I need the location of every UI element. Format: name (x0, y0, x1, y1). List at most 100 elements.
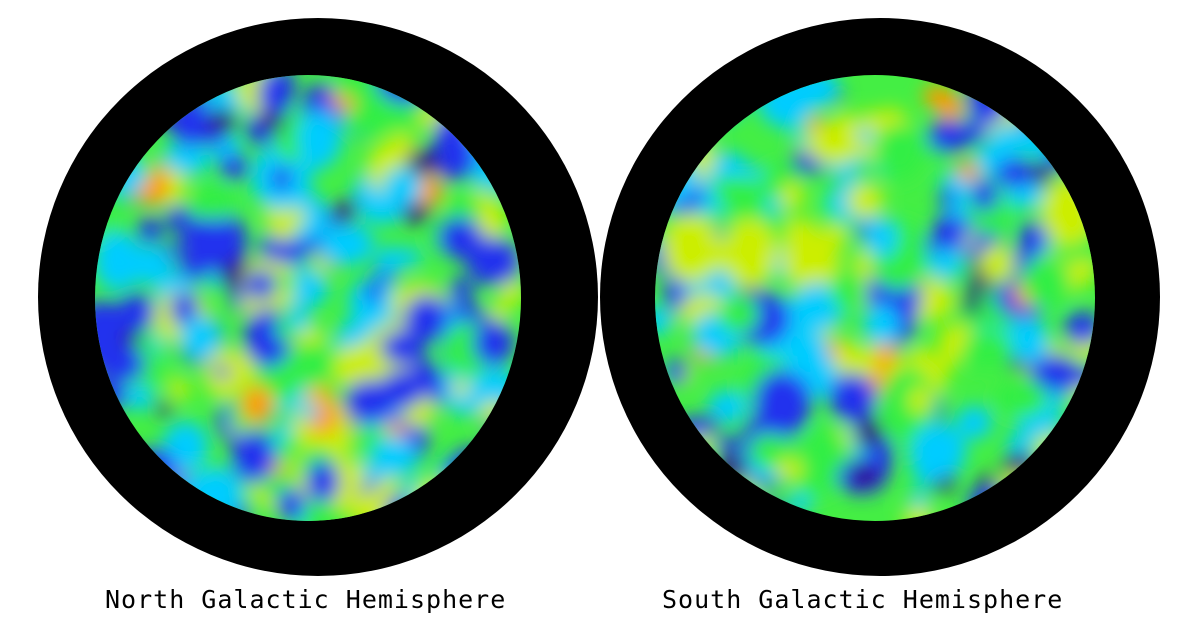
sky-fluctuation-blob (655, 134, 669, 163)
sky-fluctuation-blob (727, 75, 772, 94)
sky-fluctuation-blob (490, 457, 521, 505)
sky-fluctuation-blob (784, 342, 813, 378)
sky-fluctuation-blob (821, 224, 848, 249)
sky-fluctuation-blob (169, 377, 189, 401)
sky-fluctuation-blob (979, 244, 1015, 282)
sky-fluctuation-blob (336, 96, 356, 112)
sky-fluctuation-blob (909, 345, 933, 372)
sky-fluctuation-blob (206, 501, 223, 521)
sky-fluctuation-blob (802, 424, 847, 480)
sky-fluctuation-blob (95, 110, 126, 162)
sky-fluctuation-blob (95, 231, 142, 292)
sky-fluctuation-blob (110, 115, 130, 131)
sky-fluctuation-blob (389, 95, 421, 131)
sky-fluctuation-blob (1072, 383, 1094, 407)
sky-fluctuation-blob (305, 460, 340, 503)
sky-fluctuation-blob (371, 436, 417, 478)
sky-fluctuation-blob (874, 123, 924, 181)
sky-fluctuation-blob (989, 125, 1025, 154)
sky-fluctuation-blob (380, 330, 427, 365)
sky-fluctuation-blob (319, 223, 375, 266)
south-hemisphere-map (655, 75, 1095, 521)
sky-fluctuation-blob (300, 404, 321, 420)
sky-fluctuation-blob (100, 135, 121, 158)
sky-fluctuation-blob (204, 271, 222, 290)
sky-fluctuation-blob (846, 182, 884, 219)
sky-fluctuation-blob (962, 330, 1014, 369)
sky-fluctuation-blob (101, 444, 134, 483)
sky-fluctuation-blob (131, 447, 177, 491)
sky-fluctuation-blob (450, 380, 472, 397)
sky-fluctuation-blob (830, 268, 865, 312)
sky-fluctuation-blob (655, 79, 689, 122)
sky-fluctuation-blob (863, 303, 900, 346)
sky-fluctuation-blob (276, 274, 297, 291)
sky-fluctuation-blob (276, 488, 306, 520)
sky-fluctuation-blob (169, 152, 192, 169)
sky-fluctuation-blob (655, 424, 668, 441)
sky-fluctuation-blob (995, 158, 1034, 189)
sky-fluctuation-blob (117, 88, 141, 115)
sky-fluctuation-blob (396, 247, 421, 268)
sky-fluctuation-blob (936, 91, 963, 121)
sky-fluctuation-blob (230, 431, 276, 483)
sky-fluctuation-blob (97, 439, 116, 452)
sky-fluctuation-blob (489, 301, 511, 322)
sky-fluctuation-blob (1052, 502, 1077, 521)
sky-fluctuation-blob (748, 501, 786, 521)
sky-fluctuation-blob (787, 493, 812, 513)
sky-fluctuation-blob (780, 182, 804, 211)
sky-fluctuation-blob (735, 494, 771, 521)
sky-fluctuation-blob (1018, 221, 1047, 256)
south-map-svg (655, 75, 1095, 521)
sky-fluctuation-blob (276, 435, 304, 455)
sky-fluctuation-blob (219, 154, 249, 181)
sky-fluctuation-blob (437, 451, 496, 502)
sky-fluctuation-blob (288, 308, 311, 332)
sky-fluctuation-blob (1002, 452, 1037, 486)
sky-fluctuation-blob (1046, 342, 1064, 356)
sky-fluctuation-blob (1069, 446, 1095, 479)
sky-fluctuation-blob (967, 485, 1011, 521)
sky-fluctuation-blob (855, 417, 883, 450)
sky-fluctuation-blob (180, 315, 221, 360)
sky-fluctuation-blob (187, 468, 243, 521)
sky-fluctuation-blob (241, 386, 274, 424)
sky-fluctuation-blob (382, 167, 423, 207)
sky-fluctuation-blob (956, 256, 973, 277)
sky-fluctuation-blob (1029, 354, 1080, 393)
sky-fluctuation-blob (458, 75, 505, 120)
sky-fluctuation-blob (437, 508, 466, 521)
sky-fluctuation-blob (213, 365, 231, 378)
north-hemisphere-map (95, 75, 521, 521)
sky-fluctuation-blob (448, 277, 474, 302)
sky-fluctuation-blob (1002, 471, 1030, 504)
sky-fluctuation-blob (376, 245, 402, 275)
sky-fluctuation-blob (992, 469, 1045, 521)
sky-fluctuation-blob (957, 161, 979, 182)
sky-fluctuation-blob (257, 75, 294, 117)
sky-fluctuation-blob (344, 379, 397, 424)
sky-fluctuation-blob (902, 505, 935, 521)
sky-fluctuation-blob (1035, 433, 1063, 466)
sky-fluctuation-blob (414, 471, 440, 498)
sky-fluctuation-blob (137, 217, 163, 244)
sky-fluctuation-blob (1036, 436, 1091, 496)
sky-fluctuation-blob (404, 295, 450, 342)
sky-fluctuation-blob (437, 217, 484, 260)
sky-fluctuation-blob (376, 476, 399, 501)
sky-fluctuation-blob (714, 435, 738, 454)
sky-fluctuation-blob (1074, 168, 1094, 192)
sky-fluctuation-blob (206, 232, 240, 264)
sky-fluctuation-blob (170, 292, 199, 327)
sky-fluctuation-blob (910, 489, 929, 510)
sky-fluctuation-blob (166, 205, 192, 232)
north-hemisphere-label: North Galactic Hemisphere (105, 585, 507, 614)
sky-fluctuation-blob (978, 473, 996, 490)
sky-fluctuation-blob (674, 77, 707, 114)
sky-fluctuation-blob (1040, 134, 1072, 171)
sky-fluctuation-blob (1007, 431, 1034, 461)
south-hemisphere-label: South Galactic Hemisphere (662, 585, 1064, 614)
sky-fluctuation-blob (655, 307, 673, 335)
sky-fluctuation-blob (908, 386, 931, 415)
